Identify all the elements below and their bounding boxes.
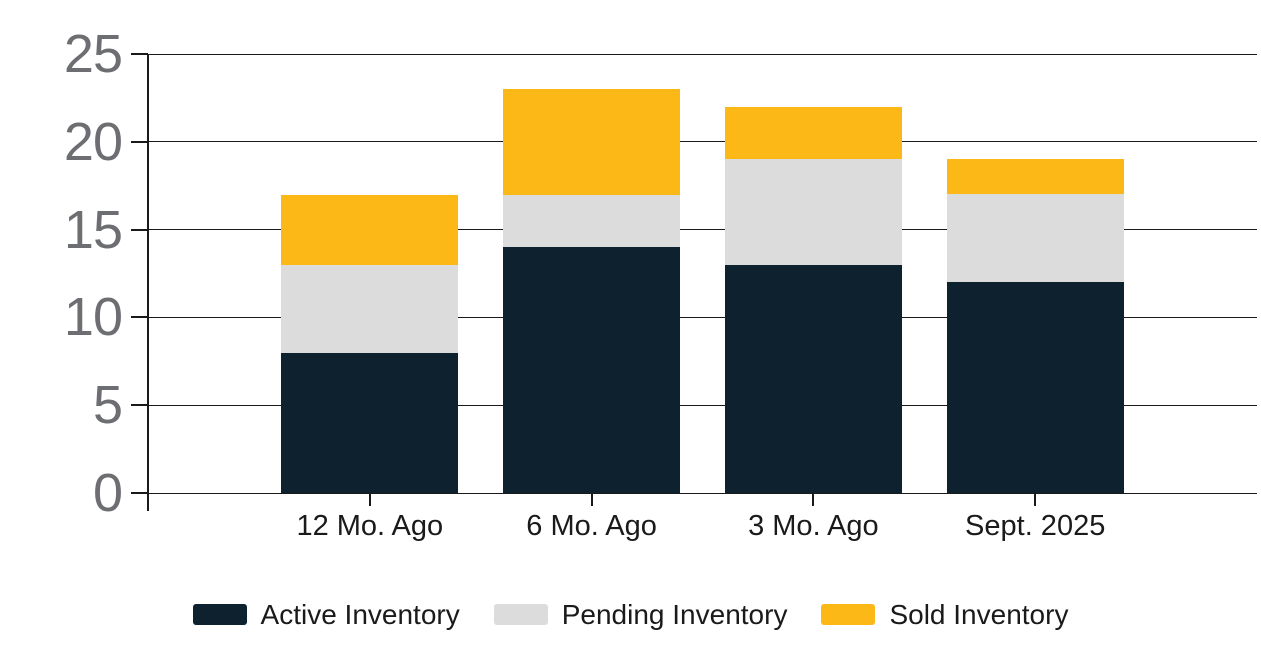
bar-segment-active-inventory-6-mo-ago bbox=[503, 247, 681, 493]
legend-label-pending-inventory: Pending Inventory bbox=[561, 598, 788, 630]
x-axis-tick-12-mo-ago bbox=[368, 493, 371, 506]
legend-item-sold-inventory: Sold Inventory bbox=[821, 598, 1069, 631]
gridline-10 bbox=[148, 316, 1257, 318]
legend-label-active-inventory: Active Inventory bbox=[260, 598, 460, 630]
bar-sept-2025 bbox=[946, 54, 1124, 493]
x-axis-tick-sept-2025 bbox=[1034, 493, 1037, 506]
y-axis-label-25: 25 bbox=[63, 24, 123, 84]
x-axis-category-label-sept-2025: Sept. 2025 bbox=[965, 510, 1106, 542]
bar-3-mo-ago bbox=[724, 54, 902, 493]
gridline-20 bbox=[148, 141, 1257, 143]
gridline-25 bbox=[148, 53, 1257, 55]
bar-segment-sold-inventory-12-mo-ago bbox=[281, 194, 459, 265]
legend-swatch-sold-inventory bbox=[821, 604, 876, 626]
bar-segment-sold-inventory-6-mo-ago bbox=[503, 89, 681, 195]
gridline-15 bbox=[148, 229, 1257, 231]
bar-segment-sold-inventory-sept-2025 bbox=[946, 159, 1124, 195]
y-axis-line bbox=[147, 54, 149, 511]
y-axis-label-5: 5 bbox=[92, 375, 123, 436]
y-axis-tick-25 bbox=[131, 53, 148, 55]
bar-segment-pending-inventory-3-mo-ago bbox=[724, 159, 902, 265]
legend-swatch-pending-inventory bbox=[493, 604, 548, 626]
bar-segment-pending-inventory-12-mo-ago bbox=[281, 264, 459, 353]
x-axis-tick-3-mo-ago bbox=[812, 493, 815, 506]
bar-segment-active-inventory-sept-2025 bbox=[946, 282, 1124, 493]
bar-6-mo-ago bbox=[503, 54, 681, 493]
legend-swatch-active-inventory bbox=[192, 604, 247, 626]
y-axis-label-15: 15 bbox=[63, 199, 123, 260]
bar-segment-active-inventory-3-mo-ago bbox=[724, 264, 902, 493]
y-axis-tick-10 bbox=[131, 316, 148, 319]
bar-segment-sold-inventory-3-mo-ago bbox=[724, 106, 902, 160]
legend-item-pending-inventory: Pending Inventory bbox=[493, 598, 788, 631]
x-axis-category-label-12-mo-ago: 12 Mo. Ago bbox=[296, 510, 444, 542]
x-axis-category-label-3-mo-ago: 3 Mo. Ago bbox=[748, 510, 879, 542]
y-axis-tick-0 bbox=[131, 492, 148, 494]
gridline-0 bbox=[148, 492, 1257, 494]
bar-12-mo-ago bbox=[281, 54, 459, 493]
y-axis-label-10: 10 bbox=[63, 287, 123, 348]
bar-segment-pending-inventory-6-mo-ago bbox=[503, 194, 681, 248]
legend-item-active-inventory: Active Inventory bbox=[192, 598, 460, 631]
y-axis-label-20: 20 bbox=[63, 111, 123, 172]
y-axis-tick-15 bbox=[131, 228, 148, 231]
gridline-5 bbox=[148, 404, 1257, 406]
plot-area: 0 5 10 15 20 25 12 Mo. Ago 6 Mo. Ago 3 Mo. Ago Se… bbox=[64, 27, 1257, 542]
bar-segment-active-inventory-12-mo-ago bbox=[281, 352, 459, 493]
x-axis-tick-6-mo-ago bbox=[590, 493, 593, 506]
x-axis-category-label-6-mo-ago: 6 Mo. Ago bbox=[526, 510, 657, 542]
y-axis-label-0: 0 bbox=[92, 463, 123, 523]
y-axis-tick-20 bbox=[131, 140, 148, 143]
bar-segment-pending-inventory-sept-2025 bbox=[946, 194, 1124, 283]
legend-label-sold-inventory: Sold Inventory bbox=[889, 598, 1069, 630]
y-axis-tick-5 bbox=[131, 404, 148, 407]
chart-legend: Active Inventory Pending Inventory Sold In… bbox=[0, 598, 1261, 632]
